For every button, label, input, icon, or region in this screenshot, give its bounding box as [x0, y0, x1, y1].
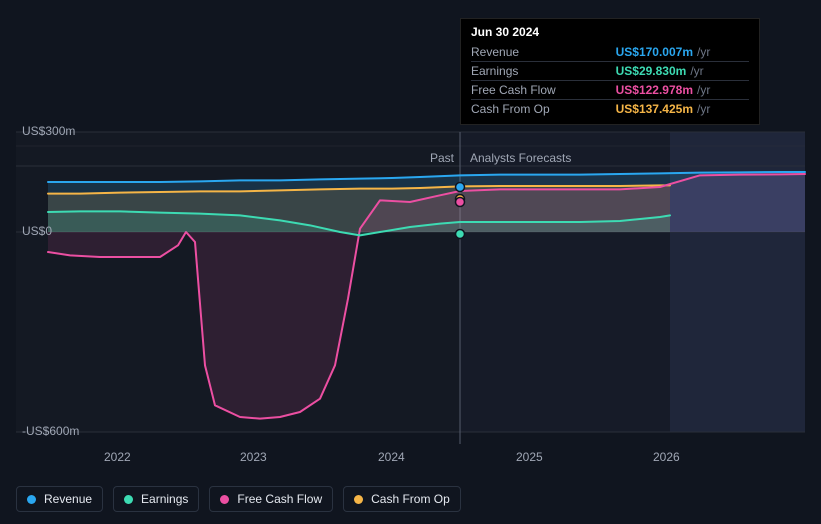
- legend-item-earnings[interactable]: Earnings: [113, 486, 199, 512]
- tooltip-row-value: US$122.978m/yr: [616, 81, 749, 100]
- tooltip-row-suffix: /yr: [693, 83, 710, 97]
- legend-item-free_cash_flow[interactable]: Free Cash Flow: [209, 486, 333, 512]
- legend-label: Revenue: [44, 492, 92, 506]
- tooltip-row-suffix: /yr: [693, 45, 710, 59]
- x-tick-label: 2024: [378, 450, 405, 464]
- legend-label: Free Cash Flow: [237, 492, 322, 506]
- tooltip-row: Cash From Op US$137.425m/yr: [471, 100, 749, 119]
- tooltip-row: Free Cash Flow US$122.978m/yr: [471, 81, 749, 100]
- legend-item-cash_from_op[interactable]: Cash From Op: [343, 486, 461, 512]
- y-tick-label: -US$600m: [22, 424, 79, 438]
- x-tick-label: 2025: [516, 450, 543, 464]
- legend-label: Earnings: [141, 492, 188, 506]
- legend-label: Cash From Op: [371, 492, 450, 506]
- tooltip-row-label: Revenue: [471, 43, 616, 62]
- legend-swatch: [220, 495, 229, 504]
- y-tick-label: US$0: [22, 224, 52, 238]
- x-tick-label: 2026: [653, 450, 680, 464]
- tooltip-row: Earnings US$29.830m/yr: [471, 62, 749, 81]
- tooltip-title: Jun 30 2024: [471, 25, 749, 39]
- x-tick-label: 2023: [240, 450, 267, 464]
- y-tick-label: US$300m: [22, 124, 75, 138]
- region-label-forecast: Analysts Forecasts: [470, 151, 571, 165]
- tooltip-row-value: US$137.425m/yr: [616, 100, 749, 119]
- tooltip-row-value: US$29.830m/yr: [616, 62, 749, 81]
- tooltip-row: Revenue US$170.007m/yr: [471, 43, 749, 62]
- tooltip-row-label: Earnings: [471, 62, 616, 81]
- tooltip-table: Revenue US$170.007m/yrEarnings US$29.830…: [471, 43, 749, 118]
- hover-tooltip: Jun 30 2024 Revenue US$170.007m/yrEarnin…: [460, 18, 760, 125]
- legend-item-revenue[interactable]: Revenue: [16, 486, 103, 512]
- tooltip-row-label: Cash From Op: [471, 100, 616, 119]
- legend-swatch: [27, 495, 36, 504]
- tooltip-row-value: US$170.007m/yr: [616, 43, 749, 62]
- financials-chart: Jun 30 2024 Revenue US$170.007m/yrEarnin…: [0, 0, 821, 524]
- tooltip-row-suffix: /yr: [686, 64, 703, 78]
- region-label-past: Past: [430, 151, 454, 165]
- x-tick-label: 2022: [104, 450, 131, 464]
- legend: Revenue Earnings Free Cash Flow Cash Fro…: [16, 486, 461, 512]
- legend-swatch: [354, 495, 363, 504]
- tooltip-row-label: Free Cash Flow: [471, 81, 616, 100]
- legend-swatch: [124, 495, 133, 504]
- tooltip-row-suffix: /yr: [693, 102, 710, 116]
